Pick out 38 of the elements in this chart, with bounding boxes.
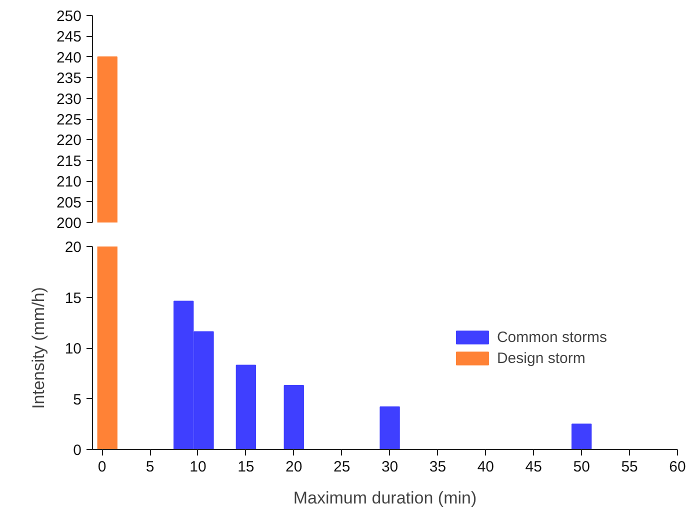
x-tick-label: 35 bbox=[429, 458, 446, 476]
y-tick-label: 250 bbox=[56, 8, 82, 25]
y-tick-label: 5 bbox=[73, 391, 82, 408]
y-axis-title: Intensity (mm/h) bbox=[28, 287, 48, 409]
y-tick-label: 215 bbox=[56, 152, 82, 170]
x-tick-label: 40 bbox=[477, 458, 494, 476]
y-tick-label: 200 bbox=[56, 215, 82, 232]
y-tick-label: 0 bbox=[73, 442, 82, 459]
legend-label: Design storm bbox=[496, 350, 586, 366]
bar bbox=[380, 406, 400, 450]
x-tick-label: 20 bbox=[286, 458, 302, 476]
bar bbox=[572, 424, 592, 450]
y-tick-label: 205 bbox=[56, 194, 82, 212]
legend-label: Common storms bbox=[496, 328, 607, 346]
bar bbox=[236, 364, 256, 450]
y-tick-label: 10 bbox=[64, 340, 82, 358]
x-tick-label: 25 bbox=[334, 458, 350, 476]
x-tick-label: 60 bbox=[669, 458, 686, 476]
y-tick-label: 230 bbox=[56, 90, 82, 108]
bar bbox=[284, 385, 304, 450]
y-tick-label: 20 bbox=[64, 239, 82, 256]
y-tick-label: 15 bbox=[64, 290, 82, 307]
x-tick-label: 30 bbox=[381, 458, 398, 476]
y-tick-label: 225 bbox=[56, 112, 82, 128]
y-tick-label: 210 bbox=[56, 174, 82, 191]
y-tick-label: 220 bbox=[56, 132, 82, 150]
y-tick-label: 240 bbox=[56, 49, 82, 66]
x-tick-label: 50 bbox=[573, 458, 590, 476]
x-tick-label: 10 bbox=[190, 458, 206, 476]
x-tick-label: 0 bbox=[98, 458, 106, 476]
x-axis-title: Maximum duration (min) bbox=[293, 488, 477, 508]
y-tick-label: 245 bbox=[56, 28, 82, 46]
x-tick-label: 45 bbox=[525, 458, 542, 476]
x-tick-label: 55 bbox=[621, 458, 638, 476]
x-tick-label: 5 bbox=[146, 458, 154, 476]
y-tick-label: 235 bbox=[56, 70, 82, 88]
bar bbox=[97, 246, 118, 450]
x-tick-label: 15 bbox=[238, 458, 254, 476]
